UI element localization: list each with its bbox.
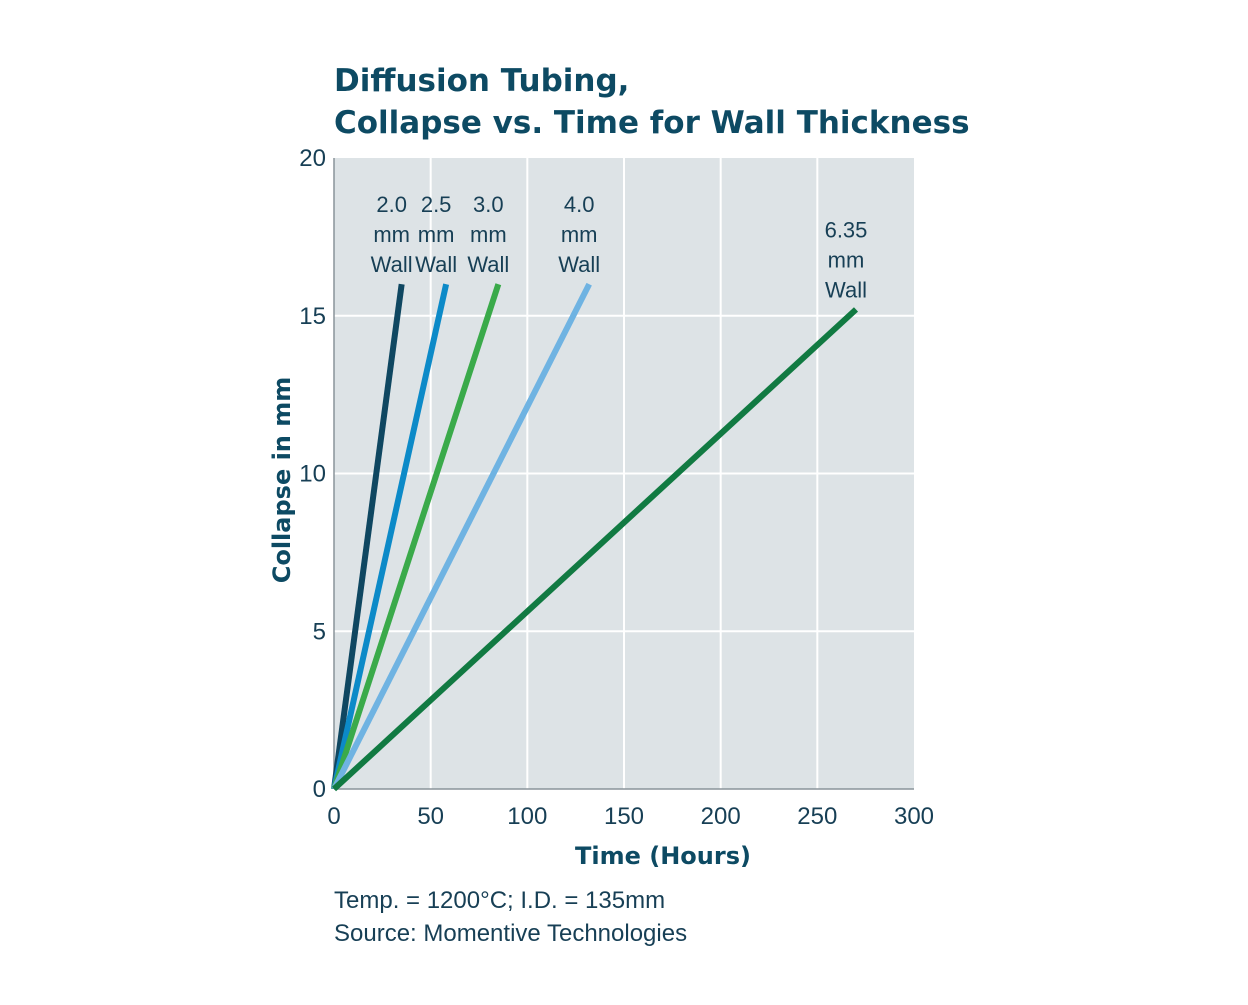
series-label-0-line-2: Wall	[371, 252, 413, 277]
x-tick-label-0: 0	[327, 803, 340, 830]
series-label-3-line-0: 4.0	[564, 192, 595, 217]
y-tick-label-0: 0	[313, 776, 326, 803]
series-label-3-line-1: mm	[561, 222, 598, 247]
x-tick-label-200: 200	[701, 803, 741, 830]
note-conditions: Temp. = 1200°C; I.D. = 135mm	[334, 887, 665, 914]
series-label-1-line-2: Wall	[415, 252, 457, 277]
series-label-3-line-2: Wall	[558, 252, 600, 277]
series-label-0-line-0: 2.0	[376, 192, 407, 217]
series-line-3	[331, 282, 592, 791]
chart-title-line-1: Diffusion Tubing,	[334, 63, 629, 99]
series-label-1-line-1: mm	[418, 222, 455, 247]
series-line-1	[331, 283, 450, 790]
series-label-2-line-0: 3.0	[473, 192, 504, 217]
note-source: Source: Momentive Technologies	[334, 920, 687, 947]
series-label-1-line-0: 2.5	[421, 192, 452, 217]
series-label-4-line-0: 6.35	[825, 217, 868, 242]
y-tick-label-10: 10	[299, 461, 326, 488]
tick-labels: 0 50 100 150 200 250 300 0 5 10 15 20	[299, 145, 934, 830]
series-label-2-line-1: mm	[470, 222, 507, 247]
y-tick-label-15: 15	[299, 303, 326, 330]
series-label-0-line-1: mm	[373, 222, 410, 247]
y-axis-label: Collapse in mm	[268, 377, 296, 584]
grid	[333, 158, 914, 790]
x-tick-label-300: 300	[894, 803, 934, 830]
series-line-0	[331, 283, 405, 790]
x-tick-label-250: 250	[797, 803, 837, 830]
series-label-2-line-2: Wall	[467, 252, 509, 277]
x-tick-label-50: 50	[417, 803, 444, 830]
x-tick-label-150: 150	[604, 803, 644, 830]
series-label-4-line-2: Wall	[825, 277, 867, 302]
series-lines	[331, 282, 859, 792]
series-line-2	[331, 283, 502, 790]
series-labels: 2.0mmWall2.5mmWall3.0mmWall4.0mmWall6.35…	[371, 192, 868, 302]
chart-title-line-2: Collapse vs. Time for Wall Thickness	[334, 105, 970, 141]
y-tick-label-5: 5	[313, 618, 326, 645]
x-tick-label-100: 100	[507, 803, 547, 830]
y-tick-label-20: 20	[299, 145, 326, 172]
series-line-4	[331, 307, 859, 792]
x-axis-label: Time (Hours)	[575, 842, 751, 870]
series-label-4-line-1: mm	[828, 247, 865, 272]
